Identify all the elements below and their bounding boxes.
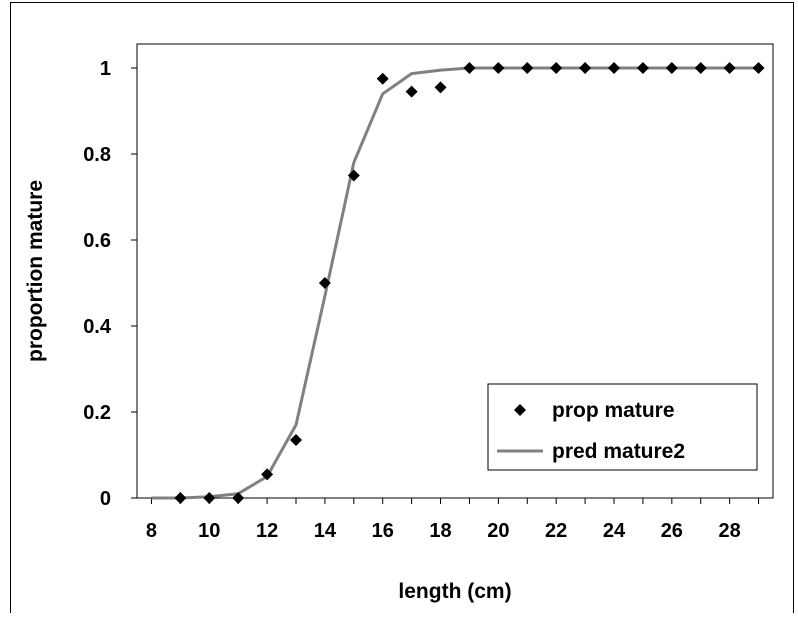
- prop-mature-point: [752, 62, 765, 74]
- prop-mature-point: [608, 62, 620, 74]
- legend: prop mature pred mature2: [487, 383, 758, 471]
- legend-label-pred-mature2: pred mature2: [552, 440, 685, 463]
- legend-marker-prop-mature: [514, 404, 526, 416]
- prop-mature-point: [636, 62, 649, 74]
- prop-mature-point: [665, 62, 678, 74]
- prop-mature-point: [434, 81, 447, 94]
- x-axis: 8 10 12 14 16 18 20 22 24 26 28: [146, 498, 760, 542]
- x-tick-label: 20: [487, 520, 509, 542]
- prop-mature-point: [694, 62, 707, 74]
- chart-frame: [10, 2, 794, 613]
- legend-label-prop-mature: prop mature: [552, 399, 675, 422]
- x-tick-label: 22: [545, 520, 567, 542]
- y-tick-label: 1: [100, 58, 111, 80]
- y-tick-label: 0.4: [83, 316, 112, 338]
- y-tick-label: 0: [100, 488, 111, 510]
- prop-mature-point: [405, 85, 418, 98]
- series-prop-mature: [174, 62, 765, 504]
- y-tick-label: 0.2: [83, 402, 111, 424]
- x-tick-label: 10: [198, 520, 220, 542]
- legend-box: [487, 383, 758, 471]
- prop-mature-point: [492, 62, 505, 74]
- x-tick-label: 18: [429, 520, 451, 542]
- y-axis: 0 0.2 0.4 0.6 0.8 1: [83, 58, 137, 510]
- x-tick-label: 26: [661, 520, 683, 542]
- y-tick-label: 0.6: [83, 230, 111, 252]
- prop-mature-point: [463, 62, 476, 74]
- y-tick-label: 0.8: [83, 144, 111, 166]
- x-axis-title: length (cm): [398, 580, 511, 603]
- prop-mature-point: [723, 62, 736, 74]
- x-tick-label: 16: [372, 520, 394, 542]
- prop-mature-point: [203, 492, 216, 504]
- x-tick-label: 12: [256, 520, 278, 542]
- prop-mature-point: [347, 169, 360, 182]
- prop-mature-point: [290, 433, 302, 446]
- prop-mature-point: [318, 277, 331, 289]
- prop-mature-point: [174, 492, 187, 504]
- plot-area: [136, 43, 774, 499]
- x-tick-label: 14: [314, 520, 337, 542]
- prop-mature-point: [376, 72, 389, 85]
- y-axis-title: proportion mature: [24, 180, 47, 362]
- x-tick-label: 8: [146, 520, 157, 542]
- prop-mature-point: [261, 468, 274, 481]
- prop-mature-point: [521, 62, 534, 74]
- x-tick-label: 28: [719, 520, 741, 542]
- pred-mature2-line: [151, 66, 759, 500]
- prop-mature-point: [550, 62, 563, 74]
- x-tick-label: 24: [603, 520, 626, 542]
- prop-mature-point: [232, 492, 245, 504]
- series-pred-mature2: [151, 66, 759, 500]
- prop-mature-point: [579, 62, 592, 74]
